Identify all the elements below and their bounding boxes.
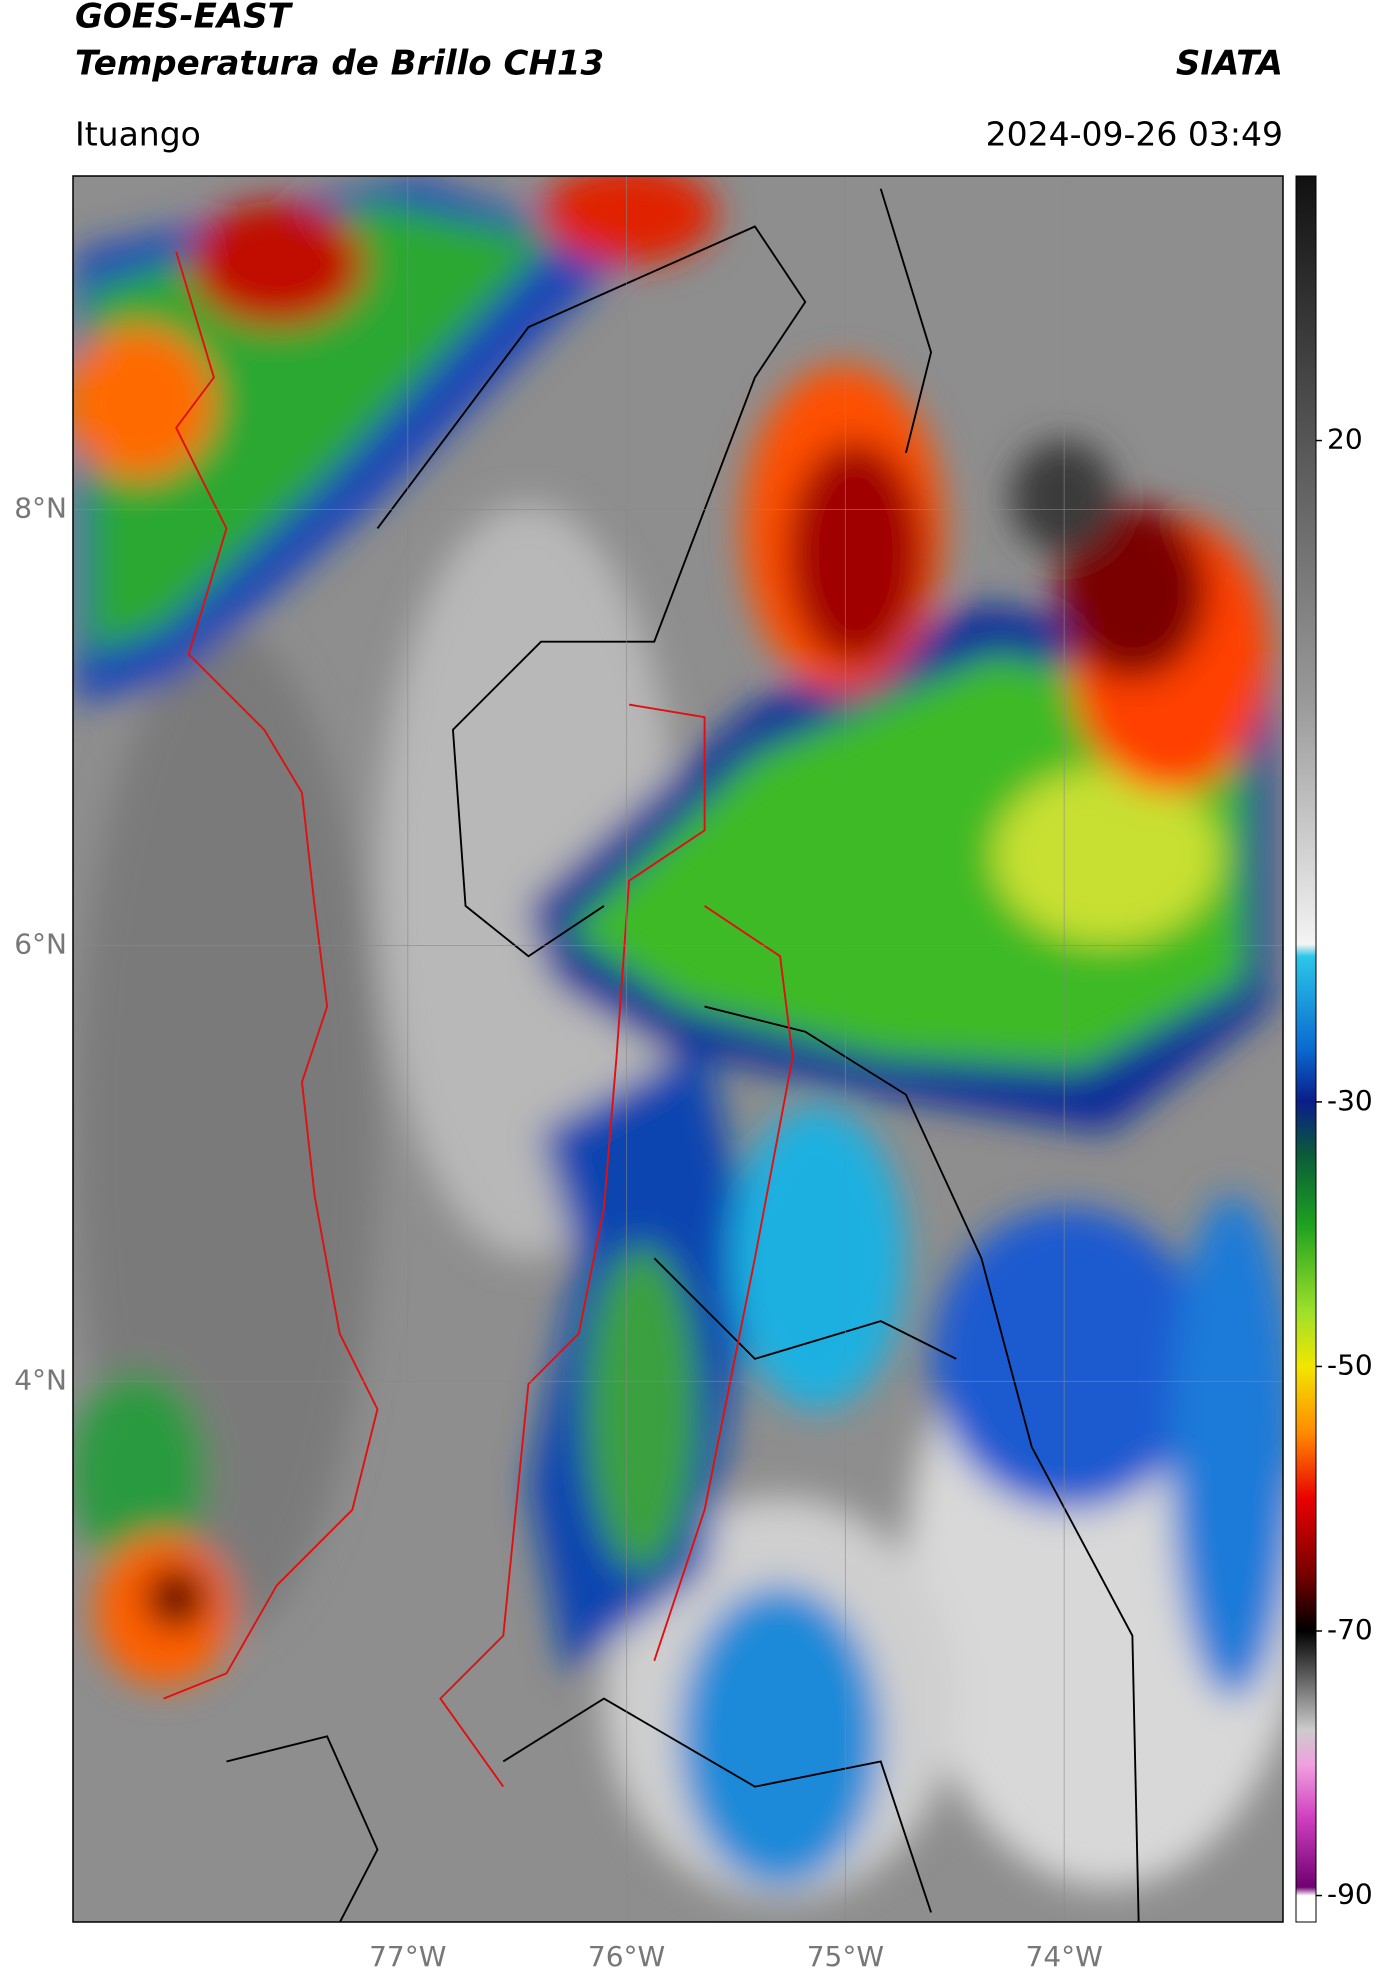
lat-tick-label: 6°N xyxy=(14,927,67,960)
lon-tick-label: 76°W xyxy=(588,1940,665,1973)
lon-tick-label: 77°W xyxy=(369,1940,446,1973)
graticule xyxy=(73,176,1283,1922)
satellite-image xyxy=(73,176,1283,1922)
colorbar-tick-label: -50 xyxy=(1327,1348,1373,1381)
colorbar-tick-label: -70 xyxy=(1327,1613,1373,1646)
lat-tick-label: 8°N xyxy=(14,492,67,525)
lon-tick-label: 75°W xyxy=(807,1940,884,1973)
lon-tick-label: 74°W xyxy=(1026,1940,1103,1973)
colorbar xyxy=(1295,175,1317,1923)
subtitle: Temperatura de Brillo CH13 xyxy=(75,44,604,84)
colorbar-tick-label: -30 xyxy=(1327,1084,1373,1117)
title: GOES-EAST xyxy=(75,0,294,37)
map-frame xyxy=(72,175,1284,1923)
location: Ituango xyxy=(75,115,201,154)
colorbar-tick-label: 20 xyxy=(1327,423,1363,456)
timestamp: 2024-09-26 03:49 xyxy=(986,115,1283,154)
lat-tick-label: 4°N xyxy=(14,1363,67,1396)
colorbar-tick-label: -90 xyxy=(1327,1878,1373,1911)
source: SIATA xyxy=(1176,44,1283,84)
